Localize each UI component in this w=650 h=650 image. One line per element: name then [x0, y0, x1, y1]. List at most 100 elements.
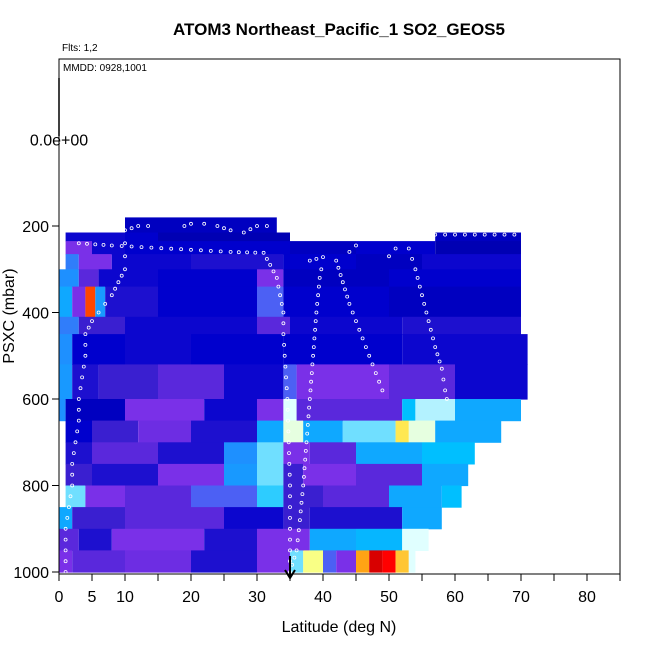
heatmap-cell-16-12 [395, 550, 409, 573]
track-point [424, 310, 429, 315]
track-point [282, 342, 287, 347]
heatmap-cell-9-0 [59, 399, 66, 422]
heatmap-cell-12-6 [303, 463, 356, 487]
heatmap-cell-9-3 [204, 399, 257, 422]
track-point [305, 431, 310, 436]
heatmap-cell-3-2 [111, 254, 191, 270]
track-point [316, 284, 321, 289]
track-point [336, 265, 341, 270]
heatmap-cell-3-3 [191, 254, 284, 270]
heatmap-cell-7-3 [191, 334, 284, 365]
track-point [276, 284, 281, 289]
x-tick-label: 60 [446, 589, 464, 606]
track-point [415, 275, 420, 280]
track-point [253, 250, 258, 255]
dates-label: MMDD: 0928,1001 [63, 63, 147, 74]
heatmap-cell-13-6 [323, 485, 389, 508]
track-point [311, 353, 316, 358]
track-point [350, 310, 355, 315]
track-point [93, 242, 98, 247]
track-point [413, 267, 418, 272]
heatmap-cell-4-2 [98, 269, 158, 288]
heatmap-cell-12-5 [283, 463, 304, 487]
track-point [286, 418, 290, 423]
track-point [228, 228, 233, 233]
x-tick-label: 10 [116, 589, 134, 606]
heatmap-cell-5-5 [158, 286, 257, 318]
track-point [70, 461, 75, 466]
heatmap-cell-11-5 [283, 442, 310, 465]
heatmap-cell-14-2 [125, 507, 224, 530]
heatmap-cell-16-11 [382, 550, 396, 573]
track-point [279, 301, 284, 306]
heatmap-cell-9-5 [283, 399, 297, 422]
track-point [433, 232, 438, 237]
chart-title: ATOM3 Northeast_Pacific_1 SO2_GEOS5 [173, 20, 505, 39]
track-point [274, 275, 279, 280]
heatmap-cell-16-2 [125, 550, 191, 573]
heatmap-cell-0-0 [125, 217, 277, 234]
heatmap-cell-2-4 [356, 241, 436, 255]
heatmap-cell-7-1 [72, 334, 125, 365]
track-point [139, 245, 144, 250]
track-point [109, 243, 114, 248]
heatmap-cell-16-0 [59, 550, 73, 573]
heatmap-cell-9-9 [455, 399, 521, 422]
track-point [86, 325, 91, 330]
heatmap-cell-15-1 [78, 528, 112, 551]
heatmap-cell-15-0 [59, 528, 79, 551]
track-point [410, 256, 415, 261]
heatmap-cell-3-1 [78, 254, 112, 270]
heatmap-cell-10-6 [303, 420, 343, 443]
x-tick-label: 80 [578, 589, 596, 606]
track-point [354, 243, 358, 248]
track-point [308, 388, 313, 393]
heatmap-cell-5-6 [257, 286, 284, 318]
heatmap-cell-2-5 [435, 241, 521, 255]
track-point [309, 379, 314, 384]
track-point [406, 246, 411, 251]
track-point [345, 294, 350, 299]
track-point [373, 371, 378, 376]
plot-frame [58, 58, 621, 575]
track-point [299, 500, 304, 505]
track-point [271, 269, 276, 274]
track-point [264, 224, 269, 228]
track-point [420, 293, 424, 298]
track-point [278, 293, 283, 298]
heatmap-cell-5-0 [59, 286, 73, 318]
track-point [309, 371, 314, 376]
heatmap-cell-14-3 [224, 507, 284, 530]
track-point [285, 397, 290, 401]
track-point [437, 359, 442, 364]
track-point [462, 232, 467, 237]
flight-track-points [63, 221, 517, 574]
heatmap-cell-5-3 [95, 286, 106, 318]
track-point [428, 327, 433, 332]
track-point [298, 509, 303, 514]
track-point [304, 440, 309, 445]
track-point [433, 345, 438, 350]
heatmap-cell-9-8 [415, 399, 455, 422]
track-point [288, 537, 292, 542]
heatmap-cell-15-3 [204, 528, 257, 551]
track-point [119, 273, 124, 278]
x-axis-label: Latitude (deg N) [282, 619, 397, 636]
track-point [287, 461, 292, 466]
track-point [312, 336, 317, 341]
track-point [321, 255, 325, 260]
heatmap-cell-13-1 [85, 485, 125, 508]
heatmap-cell-10-1 [92, 420, 139, 443]
track-point [241, 230, 246, 235]
heatmap-cell-11-2 [158, 442, 224, 465]
heatmap-cell-16-1 [72, 550, 125, 573]
track-point [334, 258, 339, 263]
track-point [311, 345, 316, 350]
heatmap-cell-1-1 [125, 232, 158, 242]
heatmap-cell-16-9 [356, 550, 370, 573]
track-point [248, 227, 253, 232]
track-point [113, 286, 117, 291]
track-point [119, 244, 124, 248]
track-point [286, 440, 291, 445]
track-point [90, 319, 94, 324]
